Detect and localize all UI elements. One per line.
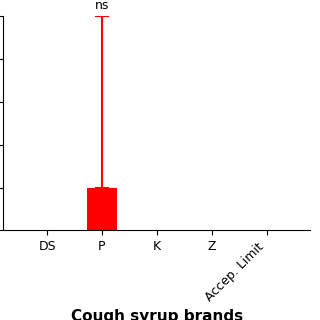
Bar	[87, 188, 117, 230]
X-axis label: Cough syrup brands: Cough syrup brands	[71, 309, 243, 320]
Text: ns: ns	[95, 0, 109, 12]
